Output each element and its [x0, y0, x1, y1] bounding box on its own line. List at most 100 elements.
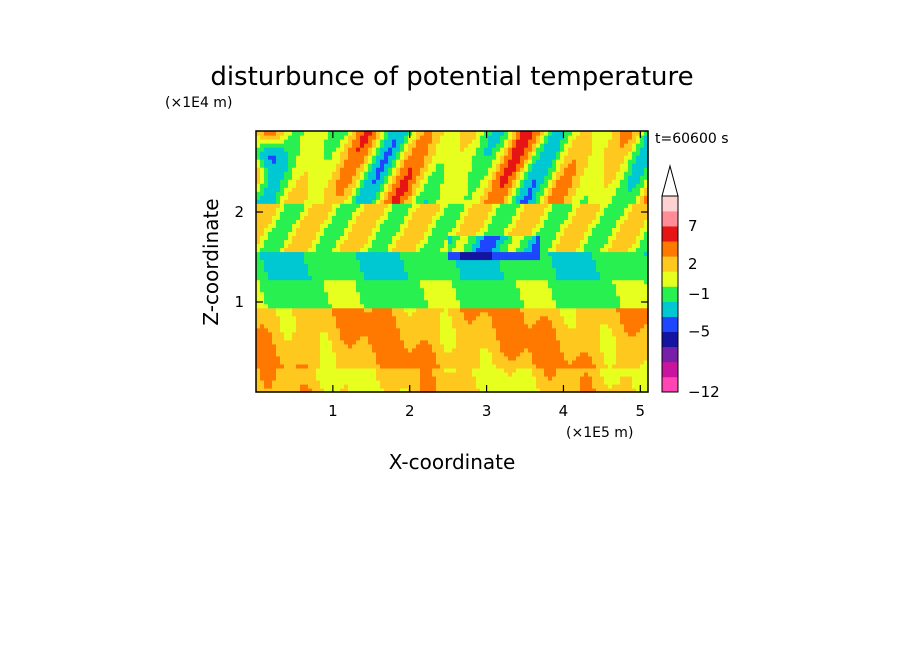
field-cell: [412, 259, 417, 265]
field-cell: [436, 259, 441, 265]
field-cell: [412, 383, 417, 389]
field-cell: [432, 275, 437, 281]
field-cell: [520, 259, 525, 265]
field-cell: [340, 291, 345, 297]
field-cell: [392, 347, 397, 353]
field-cell: [620, 215, 625, 220]
field-cell: [624, 243, 629, 249]
field-cell: [260, 207, 265, 212]
field-cell: [548, 251, 553, 257]
field-cell: [584, 383, 589, 389]
field-cell: [584, 291, 589, 297]
field-cell: [276, 275, 281, 281]
field-cell: [280, 323, 285, 329]
field-cell: [532, 315, 537, 321]
field-cell: [604, 295, 609, 301]
field-cell: [344, 295, 349, 301]
field-cell: [536, 251, 541, 257]
field-cell: [404, 239, 409, 245]
field-cell: [512, 223, 517, 228]
field-cell: [584, 263, 589, 269]
field-cell: [560, 203, 565, 208]
field-cell: [620, 367, 625, 373]
field-cell: [500, 287, 505, 293]
field-cell: [268, 319, 273, 325]
field-cell: [356, 319, 361, 325]
field-cell: [380, 251, 385, 257]
field-cell: [488, 327, 493, 333]
field-cell: [360, 303, 365, 309]
field-cell: [608, 343, 613, 349]
field-cell: [512, 379, 517, 385]
field-cell: [508, 343, 513, 349]
field-cell: [552, 291, 557, 297]
field-cell: [488, 195, 493, 200]
field-cell: [540, 303, 545, 309]
field-cell: [432, 251, 437, 257]
field-cell: [476, 275, 481, 281]
field-cell: [472, 315, 477, 321]
field-cell: [548, 243, 553, 249]
field-cell: [572, 191, 577, 196]
field-cell: [288, 263, 293, 269]
field-cell: [392, 331, 397, 337]
field-cell: [572, 215, 577, 220]
field-cell: [492, 203, 497, 208]
field-cell: [528, 379, 533, 385]
field-cell: [584, 347, 589, 353]
field-cell: [644, 371, 649, 377]
field-cell: [396, 251, 401, 257]
field-cell: [292, 327, 297, 333]
field-cell: [380, 195, 385, 200]
field-cell: [356, 191, 361, 196]
field-cell: [480, 283, 485, 289]
field-cell: [376, 207, 381, 212]
field-cell: [308, 207, 313, 212]
field-cell: [416, 335, 421, 341]
field-cell: [272, 339, 277, 345]
field-cell: [404, 323, 409, 329]
field-cell: [576, 251, 581, 257]
field-cell: [600, 199, 605, 204]
field-cell: [500, 199, 505, 204]
field-cell: [504, 247, 509, 253]
field-cell: [344, 323, 349, 329]
field-cell: [364, 207, 369, 212]
field-cell: [516, 359, 521, 365]
field-cell: [480, 255, 485, 261]
field-cell: [584, 327, 589, 333]
field-cell: [328, 355, 333, 361]
field-cell: [504, 295, 509, 301]
field-cell: [492, 223, 497, 228]
field-cell: [592, 227, 597, 232]
field-cell: [440, 215, 445, 220]
field-cell: [600, 331, 605, 337]
field-cell: [544, 215, 549, 220]
field-cell: [568, 199, 573, 204]
field-cell: [612, 215, 617, 220]
field-cell: [444, 359, 449, 365]
field-cell: [452, 195, 457, 200]
field-cell: [624, 275, 629, 281]
field-cell: [492, 279, 497, 285]
field-cell: [384, 351, 389, 357]
field-cell: [480, 251, 485, 257]
field-cell: [500, 307, 505, 313]
field-cell: [440, 371, 445, 377]
field-cell: [444, 195, 449, 200]
field-cell: [552, 227, 557, 232]
field-cell: [576, 199, 581, 204]
field-cell: [560, 303, 565, 309]
field-cell: [604, 203, 609, 208]
field-cell: [620, 299, 625, 305]
field-cell: [636, 207, 641, 212]
field-cell: [500, 211, 505, 216]
field-cell: [396, 243, 401, 249]
field-cell: [600, 195, 605, 200]
field-cell: [264, 191, 269, 196]
field-cell: [508, 347, 513, 353]
field-cell: [496, 251, 501, 257]
field-cell: [484, 251, 489, 257]
field-cell: [360, 307, 365, 313]
